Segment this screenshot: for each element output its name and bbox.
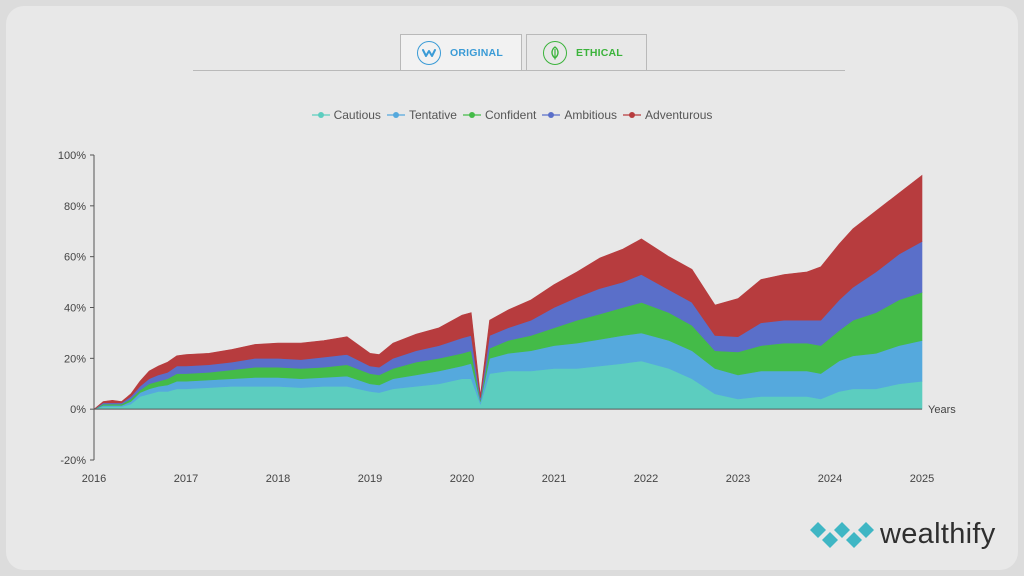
y-tick-label: 60%	[64, 252, 86, 264]
legend-marker-icon	[462, 112, 481, 118]
x-tick-label: 2025	[910, 473, 934, 485]
x-tick-label: 2024	[818, 473, 842, 485]
x-tick-label: 2019	[358, 473, 382, 485]
x-tick-label: 2021	[542, 473, 566, 485]
y-tick-label: 80%	[64, 201, 86, 213]
x-tick-label: 2020	[450, 473, 474, 485]
chart-legend: Cautious Tentative Confident Ambitious Adven…	[0, 108, 1024, 122]
legend-marker-icon	[386, 112, 405, 118]
x-tick-label: 2017	[174, 473, 198, 485]
legend-item-cautious[interactable]: Cautious	[311, 108, 381, 122]
tab-original-label: ORIGINAL	[450, 47, 503, 59]
y-tick-label: -20%	[60, 455, 86, 467]
tab-ethical-label: ETHICAL	[576, 46, 623, 59]
leaf-icon	[543, 40, 567, 65]
x-axis-label: Years	[928, 404, 956, 416]
wealthify-logo-icon	[810, 522, 874, 548]
x-tick-label: 2023	[726, 473, 750, 485]
x-tick-label: 2022	[634, 473, 658, 485]
legend-label: Confident	[484, 108, 537, 122]
x-tick-label: 2018	[266, 473, 290, 485]
legend-item-adventurous[interactable]: Adventurous	[623, 108, 712, 122]
legend-label: Cautious	[333, 108, 381, 122]
legend-marker-icon	[542, 112, 561, 118]
legend-label: Tentative	[408, 108, 457, 122]
legend-marker-icon	[311, 112, 330, 118]
wealthify-logo: wealthify	[810, 518, 1010, 556]
wealthify-w-icon	[417, 41, 441, 65]
area-adventurous	[93, 174, 923, 410]
legend-marker-icon	[623, 112, 642, 118]
tab-bar: ORIGINAL ETHICAL	[400, 34, 650, 71]
y-tick-label: 0%	[70, 404, 86, 416]
tab-original[interactable]: ORIGINAL	[400, 34, 522, 71]
tab-ethical[interactable]: ETHICAL	[526, 34, 647, 70]
legend-item-confident[interactable]: Confident	[462, 108, 537, 122]
y-tick-label: 100%	[58, 150, 86, 162]
tab-divider	[193, 70, 845, 71]
legend-item-ambitious[interactable]: Ambitious	[542, 108, 617, 122]
y-tick-label: 40%	[64, 303, 86, 315]
brand-name: wealthify	[880, 518, 996, 550]
legend-label: Adventurous	[645, 108, 713, 122]
x-tick-label: 2016	[82, 473, 106, 485]
legend-label: Ambitious	[564, 108, 618, 122]
legend-item-tentative[interactable]: Tentative	[386, 108, 457, 122]
y-tick-label: 20%	[64, 353, 86, 365]
